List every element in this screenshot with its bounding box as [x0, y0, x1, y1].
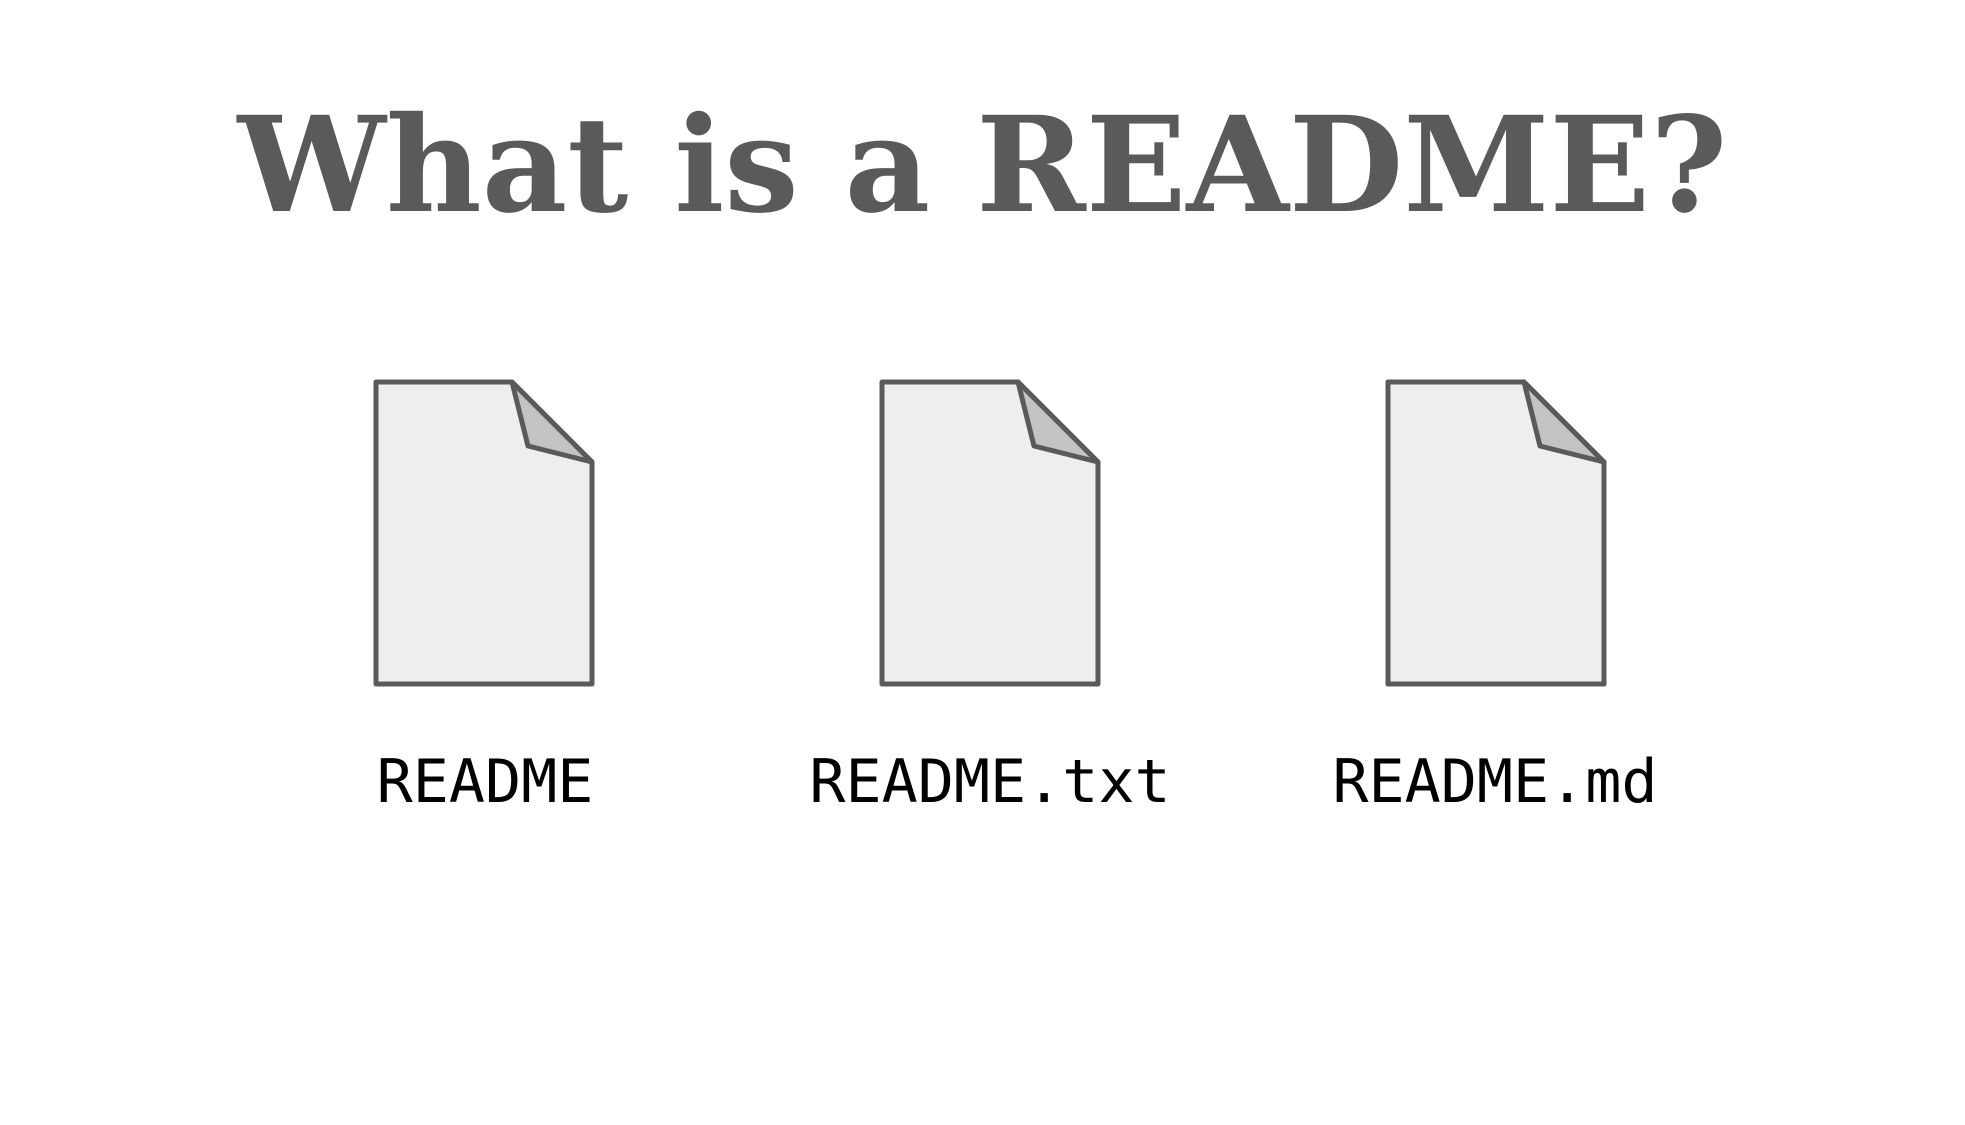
document-icon	[1384, 378, 1610, 688]
document-label-readme: README	[376, 747, 594, 817]
document-icon	[372, 378, 598, 688]
document-label-readme-md: README.md	[1332, 747, 1658, 817]
document-icon	[878, 378, 1104, 688]
page-title: What is a README?	[237, 88, 1728, 243]
document-label-readme-txt: README.txt	[809, 747, 1171, 817]
